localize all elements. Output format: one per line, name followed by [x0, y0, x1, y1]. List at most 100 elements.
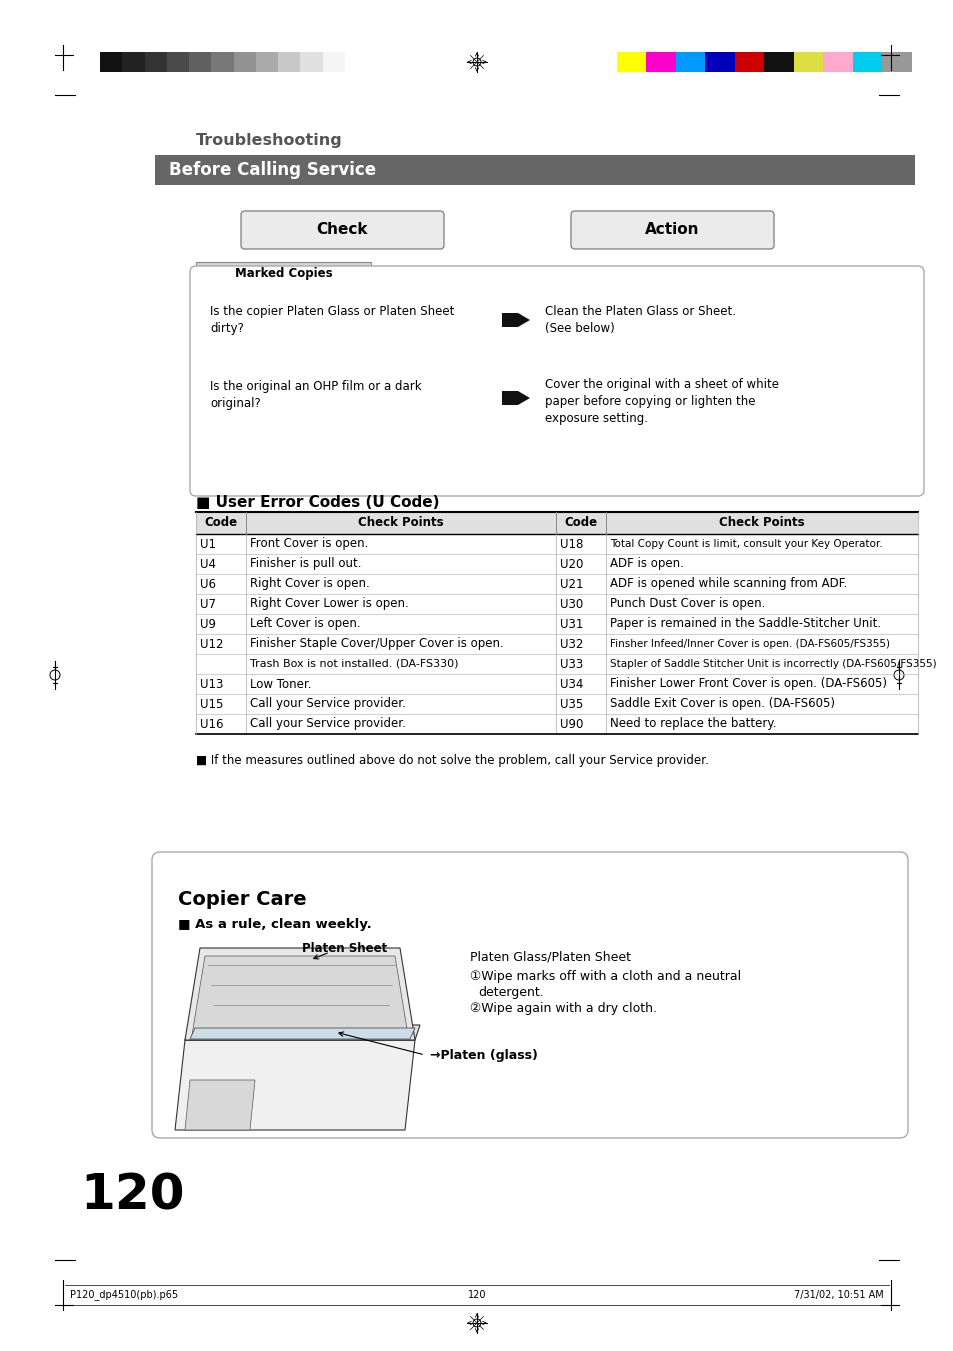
Text: Is the original an OHP film or a dark
original?: Is the original an OHP film or a dark or…: [210, 380, 421, 409]
Text: Right Cover Lower is open.: Right Cover Lower is open.: [250, 597, 408, 611]
Text: Saddle Exit Cover is open. (DA-FS605): Saddle Exit Cover is open. (DA-FS605): [609, 697, 834, 711]
Text: Before Calling Service: Before Calling Service: [169, 161, 375, 178]
Bar: [300, 51, 322, 72]
Text: 120: 120: [467, 1290, 486, 1300]
Text: Troubleshooting: Troubleshooting: [195, 132, 342, 149]
Bar: [793, 51, 822, 72]
Text: P120_dp4510(pb).p65: P120_dp4510(pb).p65: [70, 1290, 178, 1301]
Text: U15: U15: [200, 697, 223, 711]
Text: U16: U16: [200, 717, 223, 731]
Text: Check: Check: [316, 223, 368, 238]
Text: Call your Service provider.: Call your Service provider.: [250, 717, 405, 731]
Bar: [189, 51, 212, 72]
FancyBboxPatch shape: [152, 852, 907, 1138]
Bar: [233, 51, 255, 72]
Text: Stapler of Saddle Stitcher Unit is incorrectly (DA-FS605/FS355): Stapler of Saddle Stitcher Unit is incor…: [609, 659, 936, 669]
Bar: [145, 51, 167, 72]
Text: U1: U1: [200, 538, 215, 550]
Polygon shape: [174, 1040, 415, 1129]
Text: Is the copier Platen Glass or Platen Sheet
dirty?: Is the copier Platen Glass or Platen She…: [210, 305, 454, 335]
Text: detergent.: detergent.: [477, 986, 543, 998]
FancyBboxPatch shape: [571, 211, 773, 249]
Bar: [195, 512, 917, 534]
Text: U13: U13: [200, 677, 223, 690]
Text: ■ If the measures outlined above do not solve the problem, call your Service pro: ■ If the measures outlined above do not …: [195, 754, 708, 767]
Text: ①Wipe marks off with a cloth and a neutral: ①Wipe marks off with a cloth and a neutr…: [470, 970, 740, 984]
Text: Cover the original with a sheet of white
paper before copying or lighten the
exp: Cover the original with a sheet of white…: [544, 378, 779, 426]
Text: Paper is remained in the Saddle-Stitcher Unit.: Paper is remained in the Saddle-Stitcher…: [609, 617, 881, 631]
Text: Low Toner.: Low Toner.: [250, 677, 312, 690]
Bar: [705, 51, 734, 72]
Text: U7: U7: [200, 597, 215, 611]
Text: Need to replace the battery.: Need to replace the battery.: [609, 717, 776, 731]
Text: U20: U20: [559, 558, 583, 570]
Bar: [676, 51, 705, 72]
Polygon shape: [185, 948, 415, 1040]
Bar: [195, 262, 371, 284]
Text: →Platen (glass): →Platen (glass): [430, 1050, 537, 1062]
Bar: [278, 51, 300, 72]
Bar: [617, 51, 646, 72]
Text: U35: U35: [559, 697, 582, 711]
Text: Total Copy Count is limit, consult your Key Operator.: Total Copy Count is limit, consult your …: [609, 539, 882, 549]
Text: U33: U33: [559, 658, 582, 670]
Polygon shape: [185, 1025, 419, 1040]
Text: Front Cover is open.: Front Cover is open.: [250, 538, 368, 550]
Text: ②Wipe again with a dry cloth.: ②Wipe again with a dry cloth.: [470, 1002, 657, 1015]
Text: ■ User Error Codes (U Code): ■ User Error Codes (U Code): [195, 494, 439, 509]
FancyBboxPatch shape: [190, 266, 923, 496]
Text: Finisher Staple Cover/Upper Cover is open.: Finisher Staple Cover/Upper Cover is ope…: [250, 638, 503, 650]
Text: Action: Action: [644, 223, 699, 238]
Text: U21: U21: [559, 577, 583, 590]
Bar: [154, 155, 914, 185]
Text: U18: U18: [559, 538, 583, 550]
Text: ■ As a rule, clean weekly.: ■ As a rule, clean weekly.: [178, 917, 372, 931]
Bar: [255, 51, 278, 72]
Text: U34: U34: [559, 677, 583, 690]
Bar: [822, 51, 852, 72]
Text: U9: U9: [200, 617, 215, 631]
Text: Code: Code: [204, 516, 237, 530]
Text: Platen Glass/Platen Sheet: Platen Glass/Platen Sheet: [470, 950, 630, 963]
Text: Finsher Infeed/Inner Cover is open. (DA-FS605/FS355): Finsher Infeed/Inner Cover is open. (DA-…: [609, 639, 889, 648]
Text: Finisher Lower Front Cover is open. (DA-FS605): Finisher Lower Front Cover is open. (DA-…: [609, 677, 886, 690]
Text: U31: U31: [559, 617, 583, 631]
Polygon shape: [190, 1028, 415, 1039]
Polygon shape: [501, 313, 530, 327]
Text: Punch Dust Cover is open.: Punch Dust Cover is open.: [609, 597, 764, 611]
Text: U30: U30: [559, 597, 582, 611]
Bar: [852, 51, 882, 72]
Bar: [122, 51, 145, 72]
Text: Trash Box is not installed. (DA-FS330): Trash Box is not installed. (DA-FS330): [250, 659, 458, 669]
Text: Check Points: Check Points: [357, 516, 443, 530]
Text: 7/31/02, 10:51 AM: 7/31/02, 10:51 AM: [794, 1290, 883, 1300]
Text: 120: 120: [80, 1173, 184, 1220]
Bar: [646, 51, 676, 72]
Text: Call your Service provider.: Call your Service provider.: [250, 697, 405, 711]
Text: Marked Copies: Marked Copies: [234, 266, 332, 280]
Text: Copier Care: Copier Care: [178, 890, 306, 909]
Polygon shape: [501, 390, 530, 405]
Bar: [167, 51, 189, 72]
Text: Finisher is pull out.: Finisher is pull out.: [250, 558, 361, 570]
Text: Right Cover is open.: Right Cover is open.: [250, 577, 370, 590]
Bar: [734, 51, 763, 72]
Bar: [322, 51, 345, 72]
Text: U6: U6: [200, 577, 215, 590]
Text: U12: U12: [200, 638, 223, 650]
Polygon shape: [185, 1079, 254, 1129]
Bar: [763, 51, 793, 72]
Polygon shape: [192, 957, 408, 1035]
Text: U90: U90: [559, 717, 583, 731]
Text: Left Cover is open.: Left Cover is open.: [250, 617, 360, 631]
Text: Platen Sheet: Platen Sheet: [302, 942, 387, 955]
Text: Check Points: Check Points: [719, 516, 804, 530]
Text: U4: U4: [200, 558, 215, 570]
Bar: [212, 51, 233, 72]
Text: Clean the Platen Glass or Sheet.
(See below): Clean the Platen Glass or Sheet. (See be…: [544, 305, 735, 335]
Text: U32: U32: [559, 638, 583, 650]
Text: ADF is opened while scanning from ADF.: ADF is opened while scanning from ADF.: [609, 577, 846, 590]
Text: Code: Code: [564, 516, 597, 530]
Bar: [100, 51, 122, 72]
FancyBboxPatch shape: [241, 211, 443, 249]
